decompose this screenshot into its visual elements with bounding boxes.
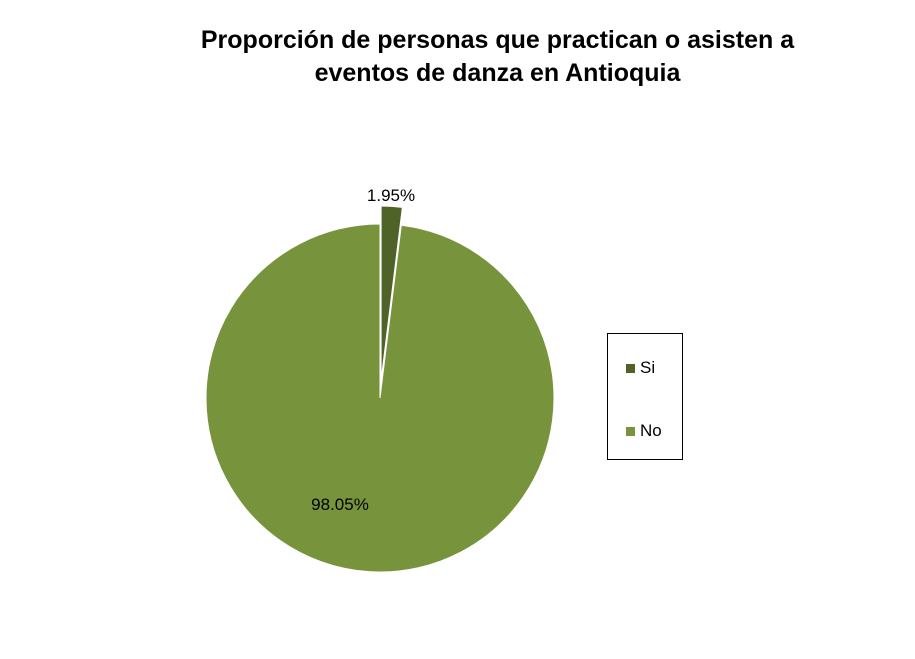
data-label-si: 1.95% xyxy=(367,186,415,205)
chart-title-line-1: Proporción de personas que practican o a… xyxy=(200,26,795,54)
legend-swatch-si xyxy=(626,363,635,373)
pie-data-labels: 1.95% 98.05% xyxy=(311,186,415,514)
legend-label-si: Si xyxy=(640,358,656,377)
legend-entry-si: Si xyxy=(626,358,655,378)
chart-title-line-2: eventos de danza en Antioquia xyxy=(314,59,681,87)
pie-slices xyxy=(205,205,555,573)
chart-title: Proporción de personas que practican o a… xyxy=(130,24,865,90)
pie-slice-no xyxy=(205,223,555,573)
legend-swatch-no xyxy=(626,426,635,436)
data-label-no: 98.05% xyxy=(311,495,369,514)
legend-label-no: No xyxy=(640,421,662,440)
chart-legend: Si No xyxy=(607,333,683,460)
legend-entry-no: No xyxy=(626,421,662,441)
pie-slice-si xyxy=(380,205,403,381)
